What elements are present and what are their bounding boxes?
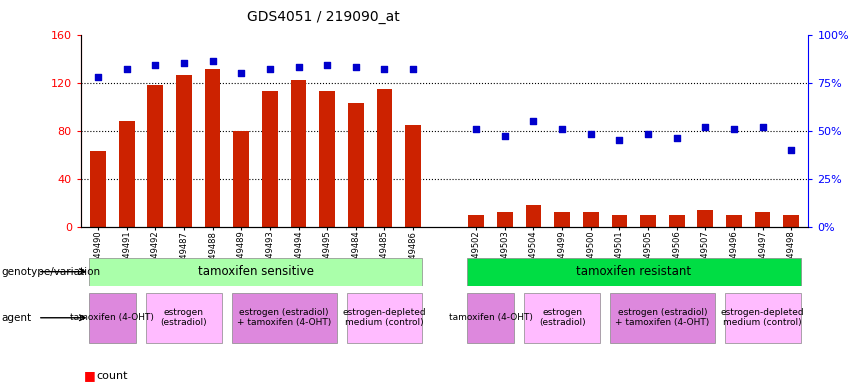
Point xyxy=(349,64,363,70)
Point xyxy=(263,66,277,72)
Text: genotype/variation: genotype/variation xyxy=(2,266,100,277)
Bar xyxy=(467,258,801,286)
Point xyxy=(320,62,334,68)
Bar xyxy=(291,80,306,227)
Bar xyxy=(497,212,512,227)
Text: tamoxifen (4-OHT): tamoxifen (4-OHT) xyxy=(71,313,154,322)
Bar xyxy=(755,212,770,227)
Bar xyxy=(147,85,163,227)
Bar xyxy=(176,75,191,227)
Bar xyxy=(146,293,222,343)
Point xyxy=(235,70,248,76)
Bar xyxy=(554,212,570,227)
Bar xyxy=(468,215,484,227)
Text: estrogen (estradiol)
+ tamoxifen (4-OHT): estrogen (estradiol) + tamoxifen (4-OHT) xyxy=(237,308,331,328)
Bar xyxy=(89,293,136,343)
Text: tamoxifen sensitive: tamoxifen sensitive xyxy=(197,265,313,278)
Text: estrogen (estradiol)
+ tamoxifen (4-OHT): estrogen (estradiol) + tamoxifen (4-OHT) xyxy=(615,308,710,328)
Point xyxy=(556,126,569,132)
Text: agent: agent xyxy=(2,313,31,323)
Point xyxy=(91,74,105,80)
Point xyxy=(498,133,511,139)
Text: ■: ■ xyxy=(83,369,95,382)
Point xyxy=(584,131,597,137)
Point xyxy=(641,131,654,137)
Bar xyxy=(526,205,541,227)
Bar xyxy=(784,215,799,227)
Point xyxy=(670,135,683,141)
Bar xyxy=(583,212,598,227)
Bar xyxy=(610,293,715,343)
Point xyxy=(149,62,163,68)
Point xyxy=(613,137,626,143)
Bar xyxy=(262,91,277,227)
Bar xyxy=(346,293,422,343)
Point xyxy=(527,118,540,124)
Bar xyxy=(467,293,514,343)
Point xyxy=(785,147,798,153)
Bar xyxy=(725,293,801,343)
Bar xyxy=(119,121,134,227)
Bar xyxy=(405,124,421,227)
Bar xyxy=(233,131,249,227)
Bar xyxy=(669,215,684,227)
Text: count: count xyxy=(96,371,128,381)
Bar xyxy=(232,293,336,343)
Bar xyxy=(640,215,656,227)
Point xyxy=(378,66,391,72)
Text: estrogen
(estradiol): estrogen (estradiol) xyxy=(539,308,585,328)
Bar xyxy=(524,293,600,343)
Bar xyxy=(726,215,742,227)
Bar xyxy=(89,258,422,286)
Point xyxy=(120,66,134,72)
Point xyxy=(177,60,191,66)
Bar xyxy=(348,103,363,227)
Text: estrogen-depleted
medium (control): estrogen-depleted medium (control) xyxy=(343,308,426,328)
Bar xyxy=(698,210,713,227)
Point xyxy=(292,64,306,70)
Text: tamoxifen (4-OHT): tamoxifen (4-OHT) xyxy=(448,313,533,322)
Bar xyxy=(205,70,220,227)
Text: estrogen
(estradiol): estrogen (estradiol) xyxy=(161,308,208,328)
Bar xyxy=(377,89,392,227)
Bar xyxy=(319,91,335,227)
Bar xyxy=(612,215,627,227)
Point xyxy=(699,124,712,130)
Point xyxy=(206,58,220,65)
Point xyxy=(756,124,769,130)
Point xyxy=(470,126,483,132)
Text: tamoxifen resistant: tamoxifen resistant xyxy=(576,265,691,278)
Point xyxy=(406,66,420,72)
Text: estrogen-depleted
medium (control): estrogen-depleted medium (control) xyxy=(721,308,804,328)
Text: GDS4051 / 219090_at: GDS4051 / 219090_at xyxy=(247,10,400,23)
Bar xyxy=(90,151,106,227)
Point xyxy=(727,126,740,132)
